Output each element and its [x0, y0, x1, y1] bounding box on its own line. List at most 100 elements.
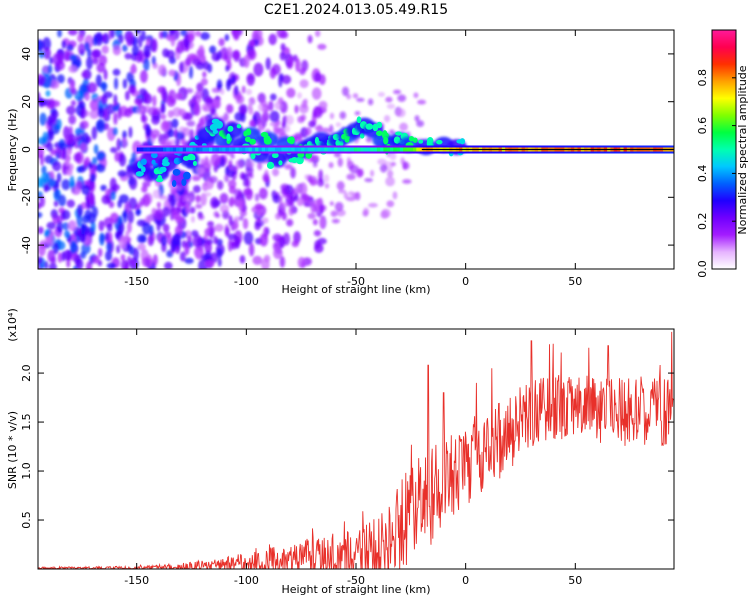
spectrogram-haze-cell — [233, 216, 241, 222]
spectrogram-noise-cell — [126, 32, 134, 47]
snr-background — [38, 329, 674, 569]
spectrogram-haze-cell — [235, 159, 244, 169]
carrier-cell — [163, 147, 168, 152]
spectrogram-noise-cell — [129, 65, 137, 74]
spectrogram-noise-cell — [124, 90, 130, 101]
spectrogram-noise-cell — [117, 170, 127, 178]
spectrogram-noise-cell — [192, 185, 201, 194]
spectrogram-noise-cell — [91, 126, 98, 140]
spectrogram-noise-cell — [317, 178, 325, 187]
snr-y-unit: (x10⁴) — [6, 308, 19, 342]
carrier-cell — [413, 147, 418, 152]
spectrogram-haze-cell — [239, 209, 247, 217]
snr-x-ticks: -150 -100 -50 0 50 — [124, 329, 582, 587]
spectrogram-haze-cell — [224, 174, 230, 183]
carrier-cell — [251, 147, 256, 152]
spectrogram-signal-core — [141, 166, 146, 173]
spectrogram-noise-cell — [92, 57, 99, 65]
spectrogram-noise-cell — [151, 38, 158, 53]
spectrogram-haze-cell — [392, 191, 398, 200]
spectrogram-y-ticks: -40 -20 0 20 40 — [20, 47, 674, 254]
spectrogram-noise-cell — [131, 151, 137, 164]
spectrogram-noise-cell — [125, 230, 130, 238]
spectrogram-haze-cell — [274, 101, 283, 110]
spectrogram-noise-cell — [48, 178, 56, 187]
spectrogram-noise-cell — [192, 234, 203, 248]
spectrogram-noise-cell — [218, 38, 225, 47]
spectrogram-noise-cell — [81, 71, 89, 78]
spectrogram-noise-cell — [46, 221, 56, 230]
spectrogram-noise-cell — [117, 34, 124, 44]
spectrogram-noise-cell — [175, 245, 180, 255]
spectrogram-noise-cell — [132, 247, 140, 261]
spectrogram-y-tick-label: 20 — [20, 95, 33, 109]
snr-x-tick-label: -100 — [234, 574, 259, 587]
spectrogram-noise-cell — [113, 77, 119, 90]
carrier-cell — [225, 147, 230, 152]
spectrogram-haze-cell — [329, 112, 335, 120]
spectrogram-noise-cell — [76, 214, 83, 227]
spectrogram-noise-cell — [154, 208, 164, 221]
spectrogram-noise-cell — [231, 75, 236, 84]
carrier-cell — [284, 147, 289, 152]
spectrogram-haze-cell — [296, 197, 304, 207]
spectrogram-noise-cell — [314, 30, 321, 37]
spectrogram-noise-cell — [126, 256, 132, 266]
spectrogram-signal-core — [383, 136, 389, 145]
spectrogram-noise-cell — [226, 46, 233, 57]
spectrogram-haze-cell — [288, 206, 294, 217]
spectrogram-noise-cell — [42, 37, 51, 51]
carrier-cell — [268, 147, 273, 152]
colorbar-ticks: 0.0 0.2 0.4 0.6 0.8 — [696, 69, 736, 278]
spectrogram-noise-cell — [209, 45, 217, 54]
spectrogram-haze-cell — [336, 181, 345, 191]
spectrogram-signal-core — [375, 130, 383, 137]
spectrogram-haze-cell — [346, 173, 356, 180]
spectrogram-noise-cell — [272, 233, 283, 242]
spectrogram-noise-cell — [101, 194, 112, 205]
spectrogram-signal-core — [136, 171, 144, 176]
spectrogram-noise-cell — [38, 202, 42, 210]
spectrogram-haze-cell — [158, 195, 168, 200]
spectrogram-haze-cell — [329, 124, 334, 134]
spectrogram-noise-cell — [54, 188, 60, 199]
spectrogram-noise-cell — [69, 175, 75, 189]
carrier-cell — [396, 147, 401, 152]
spectrogram-signal-core — [341, 133, 347, 140]
spectrogram-noise-cell — [193, 102, 201, 116]
carrier-cell — [353, 147, 358, 152]
spectrogram-signal-core — [182, 171, 191, 180]
spectrogram-noise-cell — [213, 235, 218, 245]
carrier-cell — [314, 147, 319, 152]
spectrogram-noise-cell — [85, 261, 93, 269]
spectrogram-noise-cell — [38, 242, 46, 257]
spectrogram-noise-cell — [307, 35, 313, 44]
spectrogram-haze-cell — [175, 215, 185, 225]
spectrogram-noise-cell — [204, 259, 215, 268]
spectrogram-signal-core — [393, 136, 401, 144]
spectrogram-haze-cell — [416, 120, 425, 127]
spectrogram-noise-cell — [254, 203, 263, 211]
spectrogram-noise-cell — [67, 30, 78, 36]
spectrogram-noise-cell — [113, 112, 118, 125]
spectrogram-haze-cell — [147, 106, 158, 117]
carrier-cell — [386, 147, 391, 152]
spectrogram-noise-cell — [265, 57, 271, 70]
spectrogram-haze-cell — [343, 192, 349, 200]
spectrogram-haze-cell — [137, 201, 143, 208]
spectrogram-haze-cell — [319, 204, 327, 212]
carrier-cell — [337, 147, 342, 152]
spectrogram-noise-cell — [308, 120, 316, 128]
spectrogram-noise-cell — [101, 45, 109, 54]
spectrogram-noise-cell — [46, 142, 54, 152]
spectrogram-noise-cell — [120, 254, 126, 262]
carrier-cell — [373, 147, 378, 152]
spectrogram-haze-cell — [377, 91, 386, 97]
spectrogram-noise-cell — [112, 45, 122, 56]
spectrogram-haze-cell — [272, 168, 280, 177]
spectrogram-noise-cell — [138, 49, 144, 62]
spectrogram-noise-cell — [190, 230, 199, 237]
spectrogram-noise-cell — [294, 104, 299, 114]
spectrogram-noise-cell — [38, 256, 43, 265]
spectrogram-noise-cell — [170, 34, 176, 47]
